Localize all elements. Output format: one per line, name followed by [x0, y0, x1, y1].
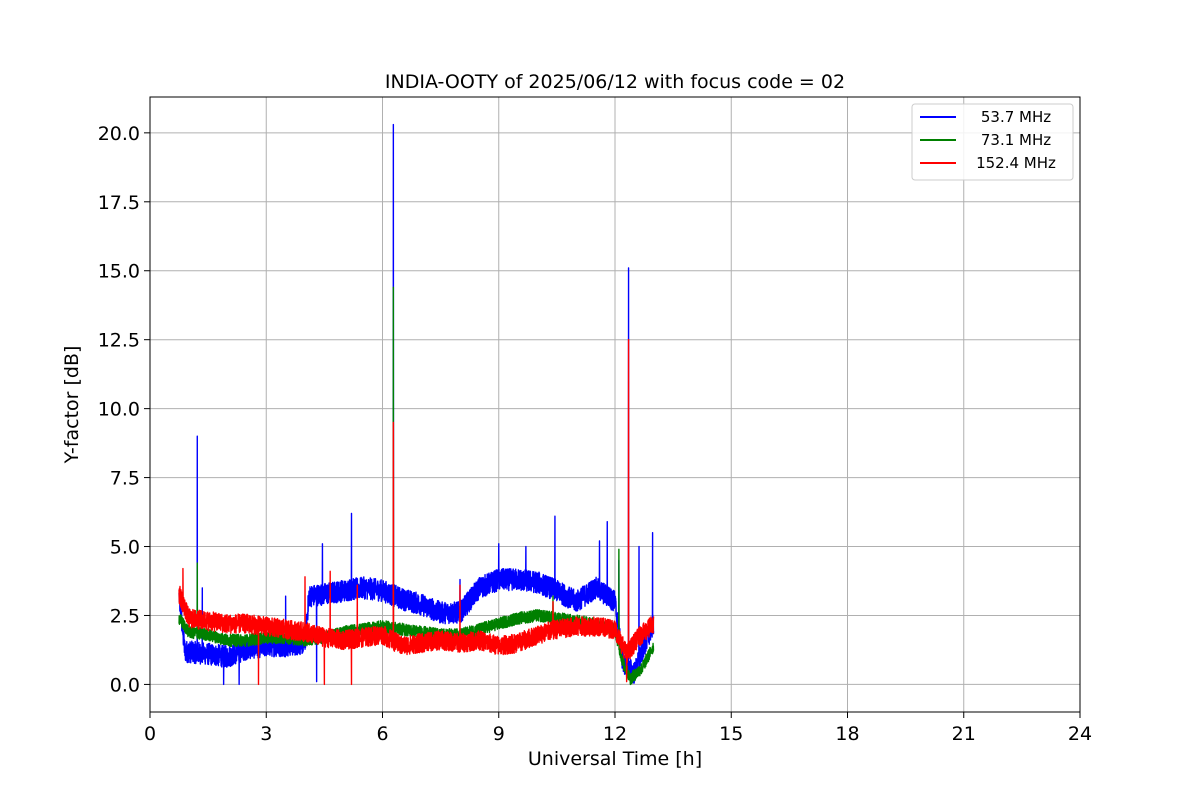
x-tick-label: 6 [376, 723, 388, 745]
y-tick-label: 0.0 [110, 674, 140, 696]
x-tick-label: 21 [952, 723, 976, 745]
series-line [178, 338, 655, 686]
y-tick-label: 7.5 [110, 468, 140, 490]
y-tick-label: 10.0 [98, 399, 140, 421]
chart-title: INDIA-OOTY of 2025/06/12 with focus code… [385, 71, 845, 93]
y-tick-label: 20.0 [98, 123, 140, 145]
y-tick-label: 2.5 [110, 605, 140, 627]
series-lines [178, 123, 655, 686]
x-tick-label: 15 [719, 723, 743, 745]
x-tick-label: 18 [835, 723, 859, 745]
x-tick-label: 12 [603, 723, 627, 745]
y-tick-label: 17.5 [98, 192, 140, 214]
legend-box [911, 103, 1074, 181]
x-tick-label: 9 [493, 723, 505, 745]
legend-label: 152.4 MHz [976, 154, 1056, 172]
y-tick-label: 5.0 [110, 537, 140, 559]
x-axis-label: Universal Time [h] [528, 748, 702, 770]
x-tick-label: 3 [260, 723, 272, 745]
legend-label: 73.1 MHz [981, 131, 1051, 149]
x-tick-label: 0 [144, 723, 156, 745]
y-tick-label: 15.0 [98, 261, 140, 283]
axis-ticks: 0 3 6 9 12 15 18 21 24 0.0 2.5 5.0 7.5 10.0 12.5 15.0 17… [98, 123, 1092, 745]
legend: 53.7 MHz 73.1 MHz 152.4 MHz [911, 103, 1074, 181]
y-tick-label: 12.5 [98, 330, 140, 352]
x-tick-label: 24 [1068, 723, 1092, 745]
legend-label: 53.7 MHz [981, 108, 1051, 126]
y-axis-label: Y-factor [dB] [61, 346, 83, 465]
